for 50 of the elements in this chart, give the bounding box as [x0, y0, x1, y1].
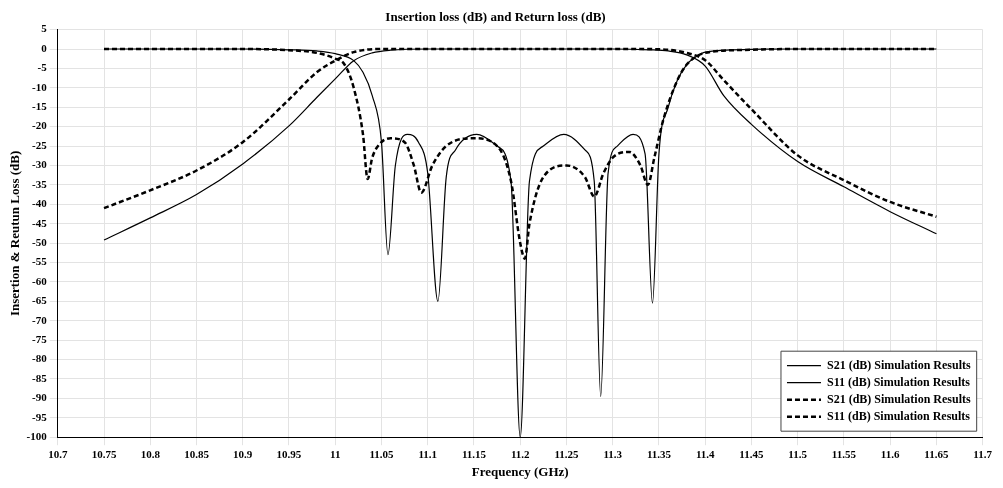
x-tick-label: 11.35	[646, 447, 672, 460]
y-tick-label: -15	[32, 100, 48, 113]
x-tick-label: 11.5	[788, 447, 808, 460]
x-tick-label: 11.25	[554, 447, 580, 460]
y-tick-label: -60	[32, 274, 48, 287]
legend-label: S11 (dB) Simulation Results	[826, 374, 971, 389]
x-tick-label: 10.95	[276, 447, 302, 460]
y-tick-label: -5	[37, 61, 48, 74]
legend-label: S21 (dB) Simulation Results	[826, 391, 972, 406]
x-tick-label: 11.2	[510, 447, 531, 460]
x-tick-label: 11.05	[369, 447, 395, 460]
x-tick-label: 10.9	[233, 447, 253, 460]
chart-title: Insertion loss (dB) and Return loss (dB)	[385, 9, 606, 25]
x-tick-label: 10.85	[184, 447, 210, 460]
x-tick-label: 11.55	[831, 447, 857, 460]
y-tick-label: -55	[32, 255, 48, 268]
x-tick-label: 11.45	[739, 447, 765, 460]
x-tick-label: 11.7	[973, 447, 993, 460]
y-tick-label: 0	[41, 41, 48, 54]
y-tick-label: -50	[32, 235, 48, 248]
y-tick-label: -75	[32, 333, 48, 345]
y-tick-label: -80	[32, 352, 48, 365]
x-axis-title: Frequency (GHz)	[471, 463, 569, 479]
x-tick-label: 11.15	[461, 447, 487, 460]
y-tick-label: -20	[32, 119, 48, 132]
x-tick-label: 11.65	[924, 447, 949, 460]
y-tick-label: -25	[32, 138, 48, 151]
x-tick-label: 11.3	[603, 447, 623, 460]
y-tick-label: -40	[32, 197, 48, 210]
x-tick-label: 11.1	[418, 447, 438, 460]
y-tick-label: -100	[26, 430, 48, 443]
legend-label: S21 (dB) Simulation Results	[826, 357, 972, 372]
y-tick-label: -65	[32, 294, 48, 307]
y-tick-label: -95	[32, 410, 48, 423]
y-tick-label: -70	[32, 313, 48, 326]
y-tick-label: -30	[32, 158, 48, 171]
y-tick-label: -10	[32, 80, 48, 93]
y-tick-label: 5	[41, 22, 48, 35]
x-tick-label: 10.7	[48, 447, 68, 460]
y-tick-label: -45	[32, 216, 48, 229]
y-tick-label: -90	[32, 391, 48, 404]
y-tick-label: -85	[32, 371, 48, 384]
x-tick-label: 10.75	[91, 447, 117, 460]
x-tick-label: 10.8	[140, 447, 161, 460]
x-tick-label: 11.4	[695, 447, 716, 460]
x-tick-label: 11.6	[880, 447, 900, 460]
x-tick-label: 11	[330, 447, 341, 460]
legend-label: S11 (dB) Simulation Results	[826, 408, 971, 423]
y-axis-title: Insertion & Reutun Loss (dB)	[7, 150, 23, 317]
y-tick-label: -35	[32, 177, 48, 190]
